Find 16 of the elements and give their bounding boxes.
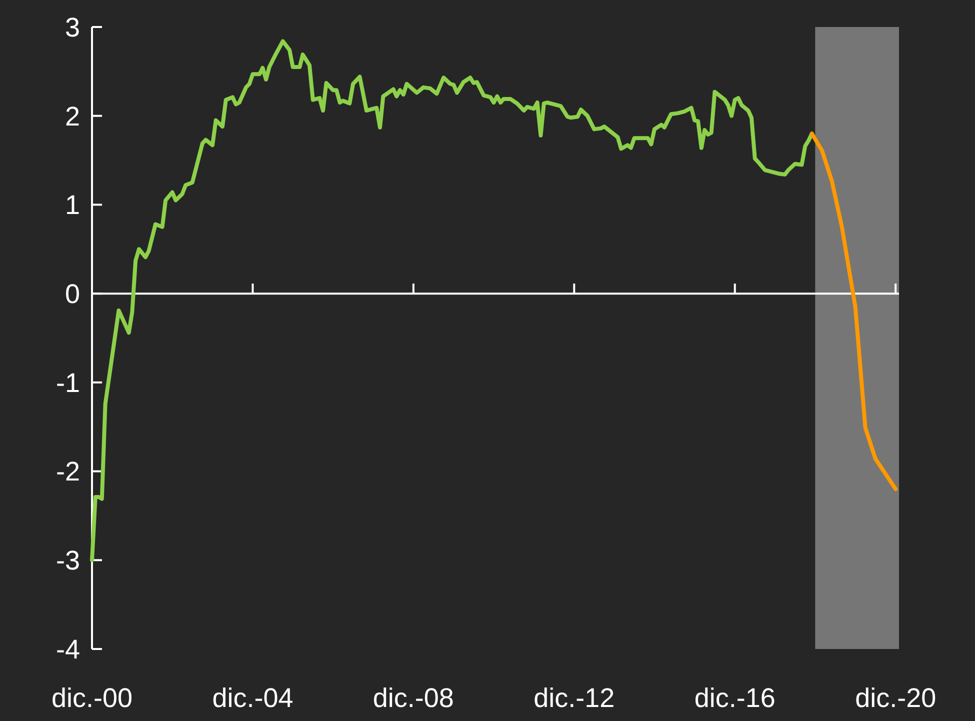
y-tick-label: 2 bbox=[64, 101, 80, 132]
y-tick-label: -3 bbox=[56, 546, 80, 576]
x-tick-label: dic.-20 bbox=[855, 683, 936, 713]
line-series bbox=[90, 39, 814, 562]
line-series bbox=[810, 132, 898, 492]
x-tick-label: dic.-00 bbox=[51, 683, 133, 713]
y-tick-label: 3 bbox=[64, 12, 80, 42]
y-tick-label: -2 bbox=[56, 456, 80, 487]
x-tick-label: dic.-16 bbox=[694, 683, 776, 713]
y-tick-label: -1 bbox=[56, 368, 80, 398]
y-tick-label: 1 bbox=[64, 190, 80, 220]
y-tick-label: -4 bbox=[56, 634, 80, 664]
x-tick-label: dic.-04 bbox=[212, 683, 294, 713]
y-tick-label: 0 bbox=[64, 279, 80, 310]
x-tick-label: dic.-12 bbox=[534, 683, 615, 713]
x-tick-label: dic.-08 bbox=[372, 683, 454, 713]
